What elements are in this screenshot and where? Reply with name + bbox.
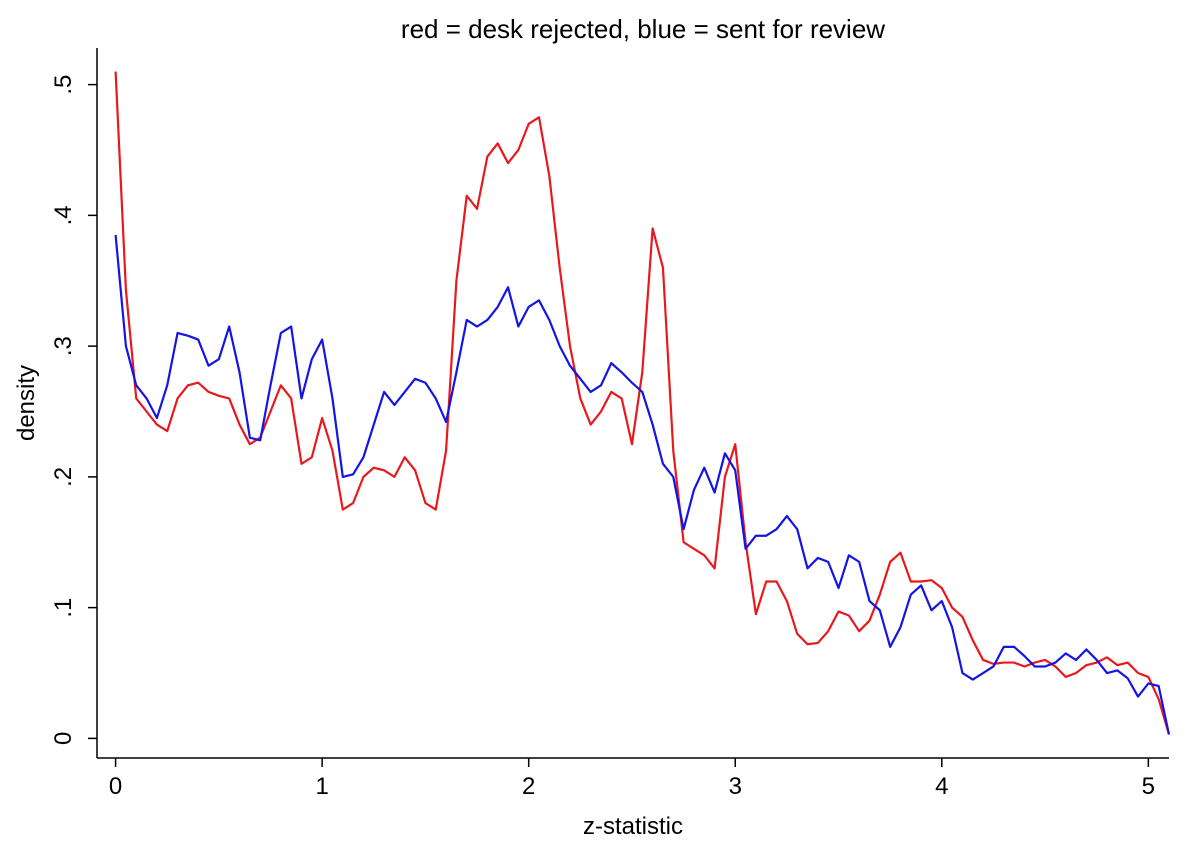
y-tick-label: .2 [50,467,77,487]
chart-title: red = desk rejected, blue = sent for rev… [401,14,885,44]
x-tick-label: 2 [522,773,535,800]
x-tick-label: 5 [1142,773,1155,800]
y-tick-label: .1 [50,598,77,618]
y-tick-label: .4 [50,205,77,225]
x-tick-label: 4 [935,773,948,800]
x-axis-label: z-statistic [583,813,683,840]
y-tick-label: .3 [50,336,77,356]
y-tick-label: .5 [50,75,77,95]
x-tick-label: 3 [729,773,742,800]
x-tick-label: 0 [109,773,122,800]
y-tick-label: 0 [50,732,77,745]
y-axis-label: density [13,365,40,441]
x-tick-label: 1 [315,773,328,800]
line-series [114,71,1171,735]
line-series [114,234,1171,735]
